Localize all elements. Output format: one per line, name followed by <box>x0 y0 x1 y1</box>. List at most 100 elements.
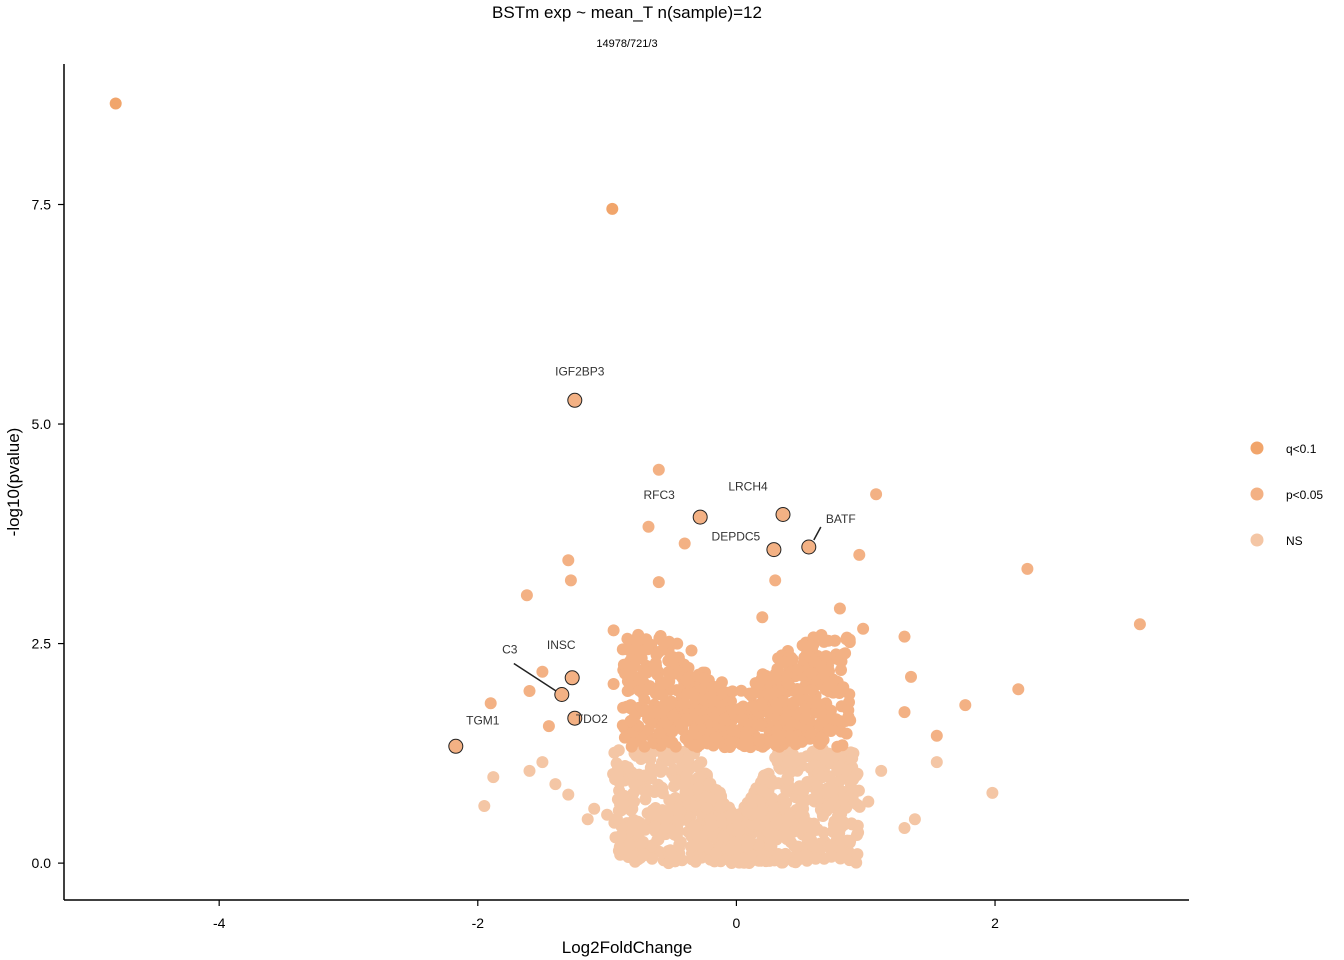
point-p <box>627 736 640 749</box>
gene-label: LRCH4 <box>728 480 768 494</box>
point-p <box>823 665 835 677</box>
point-p <box>787 696 800 709</box>
legend-swatch <box>1250 441 1264 455</box>
point-p <box>715 687 728 700</box>
y-tick-label: 5.0 <box>32 416 52 432</box>
x-tick-label: 0 <box>733 915 741 931</box>
labeled-point <box>567 392 583 408</box>
point-ns <box>536 756 549 769</box>
point-ns <box>655 785 668 798</box>
point-ns <box>844 834 857 847</box>
labeled-point <box>801 539 817 555</box>
point-p <box>656 688 669 701</box>
point-p <box>633 673 646 686</box>
labeled-point <box>448 738 464 754</box>
point-p <box>653 726 666 739</box>
series-ns <box>478 743 999 870</box>
point-ns <box>806 793 819 806</box>
point-ns <box>613 776 626 789</box>
point-p <box>930 729 943 742</box>
point-p <box>777 695 790 708</box>
point-p <box>805 684 818 696</box>
point-p <box>664 736 677 749</box>
point-ns <box>693 771 706 784</box>
point-ns <box>657 748 670 761</box>
point-p <box>607 678 620 690</box>
point-ns <box>622 761 634 774</box>
point-ns <box>637 848 650 861</box>
point-ns <box>767 803 779 816</box>
y-tick-label: 0.0 <box>32 855 52 871</box>
point-ns <box>780 784 793 797</box>
point-p <box>630 635 643 648</box>
point-p <box>755 673 768 686</box>
point-ns <box>659 813 672 826</box>
point-ns <box>835 850 848 862</box>
point-ns <box>610 812 623 825</box>
point-ns <box>770 816 783 829</box>
point-ns <box>689 855 702 868</box>
point-p <box>756 611 769 624</box>
legend-swatch <box>1250 533 1264 547</box>
point-ns <box>743 835 756 848</box>
point-ns <box>672 813 685 825</box>
point-p <box>830 713 843 726</box>
point-ns <box>723 843 736 856</box>
point-ns <box>645 766 658 779</box>
point-p <box>770 703 783 716</box>
labeled-point <box>564 670 580 686</box>
point-p <box>753 734 765 747</box>
point-p <box>857 622 870 635</box>
point-p <box>562 554 575 567</box>
point-p <box>687 739 700 752</box>
point-p <box>607 624 620 637</box>
point-p <box>804 639 817 652</box>
point-p <box>781 677 794 690</box>
point-ns <box>698 839 711 852</box>
point-ns <box>601 808 614 821</box>
gene-label: BATF <box>826 512 856 526</box>
point-ns <box>612 844 625 857</box>
point-ns <box>549 778 562 791</box>
point-p <box>564 574 577 587</box>
point-ns <box>704 792 717 805</box>
point-ns <box>689 821 702 833</box>
point-p <box>842 710 855 723</box>
point-p <box>710 731 723 744</box>
point-p <box>805 667 818 680</box>
point-ns <box>852 826 865 839</box>
point-p <box>839 647 852 660</box>
point-ns <box>588 802 601 815</box>
point-p <box>682 661 695 674</box>
point-ns <box>612 744 625 757</box>
point-q <box>606 202 619 215</box>
point-p <box>815 629 828 641</box>
point-ns <box>646 808 659 821</box>
point-ns <box>851 799 864 811</box>
point-ns <box>756 804 769 817</box>
x-tick-label: -2 <box>472 915 485 931</box>
point-ns <box>782 773 795 786</box>
point-ns <box>784 816 796 828</box>
point-ns <box>875 764 888 777</box>
point-p <box>621 685 634 697</box>
point-p <box>628 659 641 672</box>
point-p <box>870 488 883 501</box>
point-ns <box>779 756 792 769</box>
point-ns <box>639 823 652 836</box>
point-p <box>678 537 691 550</box>
chart-title: BSTm exp ~ mean_T n(sample)=12 <box>492 3 762 22</box>
point-ns <box>523 764 536 777</box>
point-ns <box>831 764 844 777</box>
point-ns <box>639 786 652 799</box>
point-ns <box>825 850 838 863</box>
point-ns <box>908 813 921 826</box>
point-p <box>536 665 549 678</box>
point-p <box>815 706 827 719</box>
point-p <box>678 697 691 710</box>
point-ns <box>701 778 714 791</box>
legend-label: p<0.05 <box>1286 488 1323 502</box>
point-p <box>1133 618 1146 631</box>
point-ns <box>654 761 667 774</box>
